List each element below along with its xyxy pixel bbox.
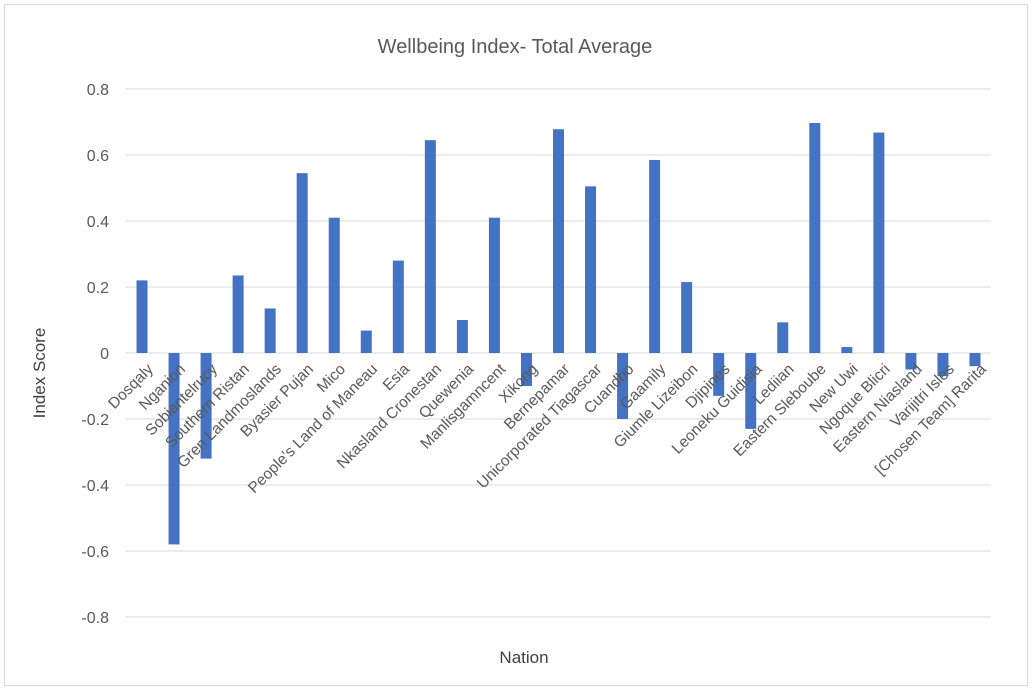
bar — [745, 353, 757, 429]
bar — [585, 186, 597, 353]
bar — [937, 353, 949, 377]
bar — [328, 217, 340, 353]
bar — [488, 217, 500, 353]
bar-chart: Wellbeing Index- Total Average 0.8 0.6 0.4… — [30, 36, 991, 667]
bar — [873, 132, 885, 353]
y-axis-title: Index Score — [30, 328, 49, 419]
y-tick-label: 0.8 — [87, 82, 109, 99]
bar — [136, 280, 148, 353]
chart-frame: Wellbeing Index- Total Average 0.8 0.6 0.4… — [4, 4, 1028, 686]
bar — [777, 322, 789, 353]
bar — [553, 129, 564, 353]
y-tick-label: -0.4 — [81, 478, 109, 495]
y-tick-label: 0 — [100, 346, 109, 363]
bar — [360, 330, 372, 353]
bar — [200, 353, 212, 459]
bar — [520, 353, 532, 386]
bar — [713, 353, 725, 396]
bar — [617, 353, 629, 419]
bar — [264, 308, 276, 353]
bar — [809, 122, 821, 354]
y-tick-label: 0.6 — [87, 148, 109, 165]
bar — [841, 347, 853, 353]
x-axis-title: Nation — [499, 648, 548, 667]
bar — [232, 275, 244, 353]
y-tick-label: 0.2 — [87, 280, 109, 297]
bar — [969, 353, 981, 367]
bar — [296, 173, 308, 353]
bar — [905, 353, 917, 370]
bar — [681, 282, 693, 353]
bar — [424, 140, 436, 353]
chart-title: Wellbeing Index- Total Average — [378, 36, 653, 58]
y-tick-label: -0.2 — [81, 412, 109, 429]
bar — [649, 159, 661, 353]
bar — [168, 353, 180, 545]
y-tick-label: -0.6 — [81, 544, 109, 561]
bar — [456, 320, 468, 353]
bar — [392, 260, 404, 353]
y-tick-label: -0.8 — [81, 610, 109, 627]
y-tick-label: 0.4 — [87, 214, 109, 231]
